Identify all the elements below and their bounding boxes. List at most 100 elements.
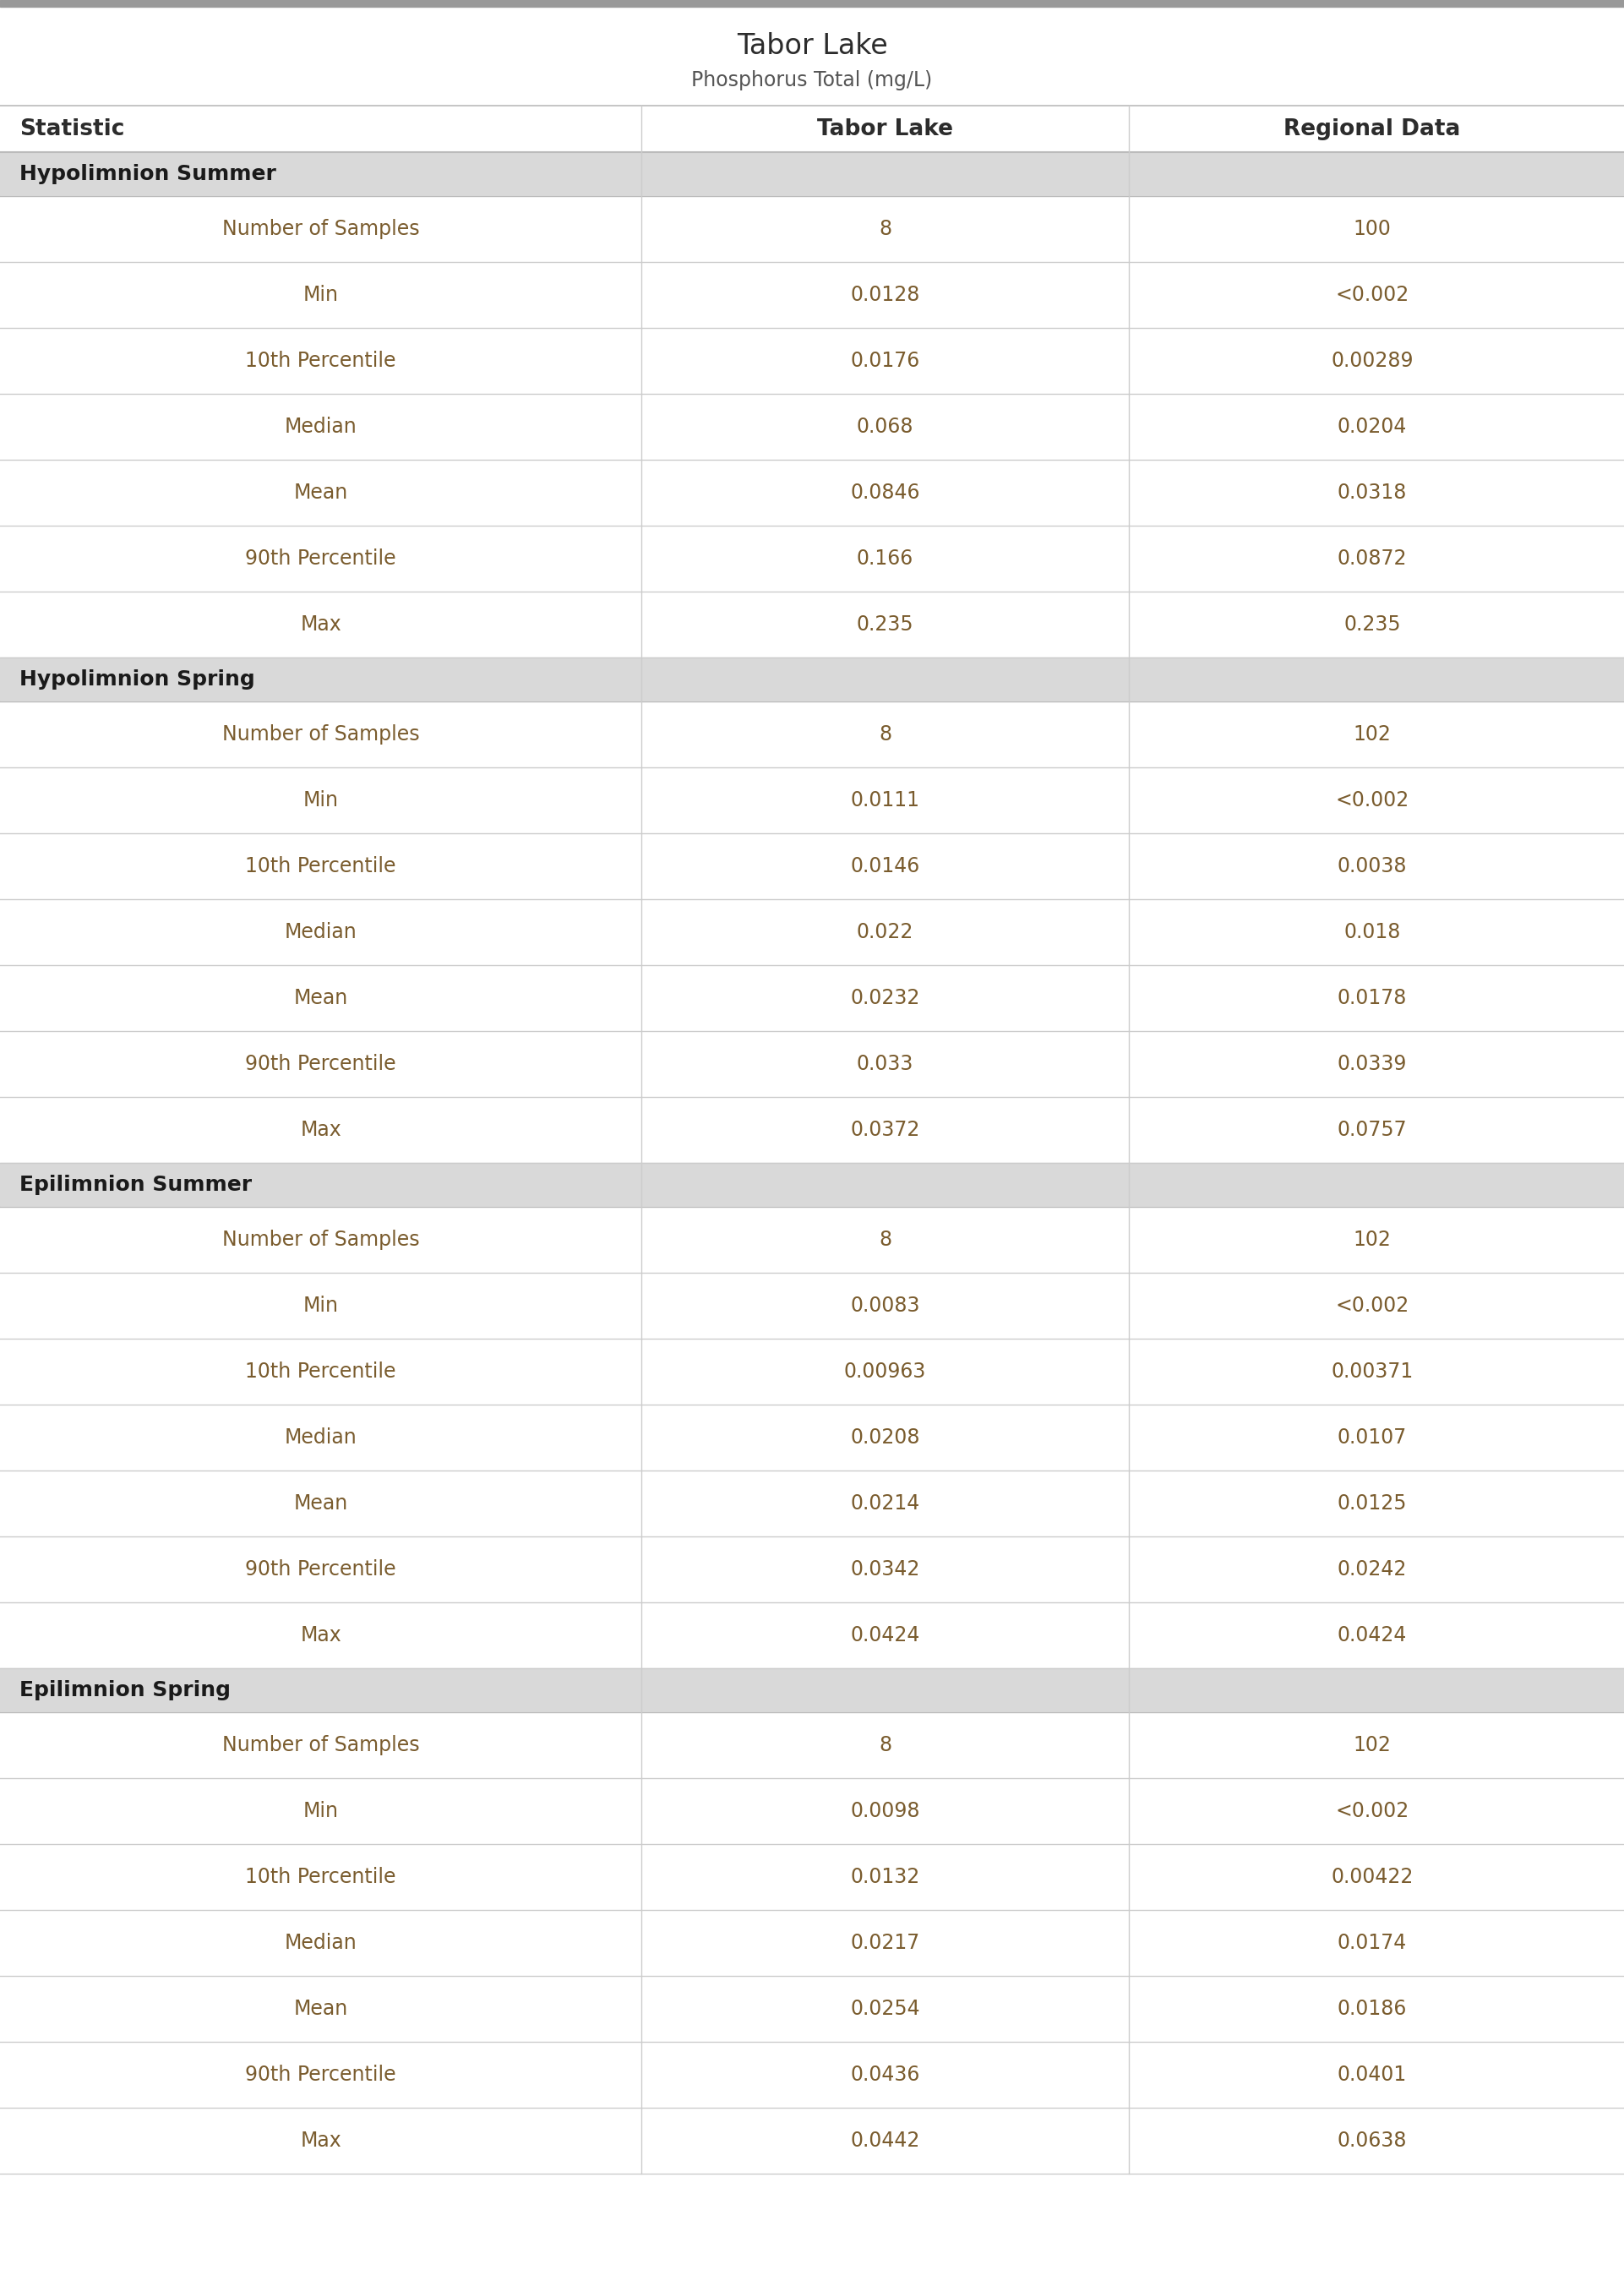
Text: Min: Min: [304, 1296, 338, 1317]
Text: 102: 102: [1353, 724, 1392, 745]
Text: 10th Percentile: 10th Percentile: [245, 352, 396, 370]
Text: 102: 102: [1353, 1734, 1392, 1755]
Text: Phosphorus Total (mg/L): Phosphorus Total (mg/L): [692, 70, 932, 91]
Text: 0.0111: 0.0111: [851, 790, 919, 810]
Bar: [0, 899, 1624, 965]
Bar: [0, 767, 1624, 833]
Text: 0.0342: 0.0342: [851, 1559, 919, 1580]
Text: Mean: Mean: [294, 1494, 348, 1514]
Bar: [0, 1537, 1624, 1603]
Text: 0.022: 0.022: [856, 922, 914, 942]
Bar: [0, 327, 1624, 393]
Bar: [0, 1162, 1624, 1208]
Bar: [0, 1339, 1624, 1405]
Text: <0.002: <0.002: [1335, 790, 1410, 810]
Text: Hypolimnion Spring: Hypolimnion Spring: [19, 670, 255, 690]
Bar: [0, 1471, 1624, 1537]
Text: 0.0125: 0.0125: [1338, 1494, 1406, 1514]
Text: 0.0318: 0.0318: [1338, 484, 1406, 504]
Bar: [0, 701, 1624, 767]
Text: Regional Data: Regional Data: [1285, 118, 1460, 141]
Text: 0.0132: 0.0132: [851, 1866, 919, 1886]
Bar: [0, 1843, 1624, 1909]
Text: 0.0186: 0.0186: [1338, 1998, 1406, 2018]
Text: Max: Max: [300, 2132, 341, 2152]
Bar: [0, 833, 1624, 899]
Text: 0.0757: 0.0757: [1338, 1119, 1406, 1140]
Text: 0.0846: 0.0846: [851, 484, 919, 504]
Text: Number of Samples: Number of Samples: [222, 218, 419, 238]
Bar: [0, 1975, 1624, 2041]
Text: 0.0217: 0.0217: [851, 1932, 919, 1952]
Text: 90th Percentile: 90th Percentile: [245, 549, 396, 570]
Text: 0.0254: 0.0254: [851, 1998, 919, 2018]
Text: 0.0146: 0.0146: [851, 856, 919, 876]
Text: Number of Samples: Number of Samples: [222, 1734, 419, 1755]
Text: Min: Min: [304, 1800, 338, 1821]
Text: Max: Max: [300, 1119, 341, 1140]
Text: 0.235: 0.235: [856, 615, 914, 636]
Text: Mean: Mean: [294, 1998, 348, 2018]
Bar: [0, 1096, 1624, 1162]
Text: 0.00371: 0.00371: [1332, 1362, 1413, 1382]
Text: 10th Percentile: 10th Percentile: [245, 1866, 396, 1886]
Text: 100: 100: [1353, 218, 1392, 238]
Text: 0.0232: 0.0232: [851, 987, 919, 1008]
Text: Median: Median: [284, 922, 357, 942]
Bar: [0, 0, 1624, 7]
Text: Statistic: Statistic: [19, 118, 125, 141]
Bar: [0, 2109, 1624, 2175]
Text: 0.235: 0.235: [1343, 615, 1402, 636]
Bar: [0, 527, 1624, 592]
Text: Hypolimnion Summer: Hypolimnion Summer: [19, 163, 276, 184]
Text: 90th Percentile: 90th Percentile: [245, 2066, 396, 2084]
Text: Number of Samples: Number of Samples: [222, 1230, 419, 1251]
Text: <0.002: <0.002: [1335, 284, 1410, 304]
Text: 0.0208: 0.0208: [851, 1428, 919, 1448]
Bar: [0, 1668, 1624, 1712]
Bar: [0, 1603, 1624, 1668]
Text: 0.166: 0.166: [857, 549, 913, 570]
Bar: [0, 1273, 1624, 1339]
Bar: [0, 965, 1624, 1031]
Text: 0.0214: 0.0214: [851, 1494, 919, 1514]
Text: 10th Percentile: 10th Percentile: [245, 856, 396, 876]
Text: Min: Min: [304, 284, 338, 304]
Text: Max: Max: [300, 1625, 341, 1646]
Text: 0.018: 0.018: [1343, 922, 1402, 942]
Bar: [0, 658, 1624, 701]
Text: <0.002: <0.002: [1335, 1296, 1410, 1317]
Bar: [0, 393, 1624, 461]
Text: 0.0176: 0.0176: [851, 352, 919, 370]
Text: 90th Percentile: 90th Percentile: [245, 1559, 396, 1580]
Text: 0.0083: 0.0083: [851, 1296, 919, 1317]
Text: 0.0107: 0.0107: [1338, 1428, 1406, 1448]
Text: 0.033: 0.033: [856, 1053, 914, 1074]
Text: Tabor Lake: Tabor Lake: [736, 32, 888, 61]
Text: Tabor Lake: Tabor Lake: [817, 118, 953, 141]
Text: 90th Percentile: 90th Percentile: [245, 1053, 396, 1074]
Bar: [0, 1208, 1624, 1273]
Bar: [0, 592, 1624, 658]
Text: 0.0174: 0.0174: [1338, 1932, 1406, 1952]
Text: 0.0372: 0.0372: [851, 1119, 919, 1140]
Bar: [0, 195, 1624, 261]
Text: Min: Min: [304, 790, 338, 810]
Text: 0.0424: 0.0424: [1338, 1625, 1406, 1646]
Bar: [0, 461, 1624, 527]
Text: 0.00422: 0.00422: [1332, 1866, 1413, 1886]
Text: <0.002: <0.002: [1335, 1800, 1410, 1821]
Bar: [0, 1909, 1624, 1975]
Text: Mean: Mean: [294, 987, 348, 1008]
Bar: [0, 261, 1624, 327]
Text: 0.00963: 0.00963: [844, 1362, 926, 1382]
Text: 0.0872: 0.0872: [1338, 549, 1406, 570]
Text: 0.0401: 0.0401: [1338, 2066, 1406, 2084]
Text: 10th Percentile: 10th Percentile: [245, 1362, 396, 1382]
Text: 0.0638: 0.0638: [1338, 2132, 1406, 2152]
Text: 8: 8: [879, 724, 892, 745]
Text: Max: Max: [300, 615, 341, 636]
Text: 0.0098: 0.0098: [851, 1800, 919, 1821]
Text: 0.0442: 0.0442: [851, 2132, 919, 2152]
Text: 0.0436: 0.0436: [851, 2066, 919, 2084]
